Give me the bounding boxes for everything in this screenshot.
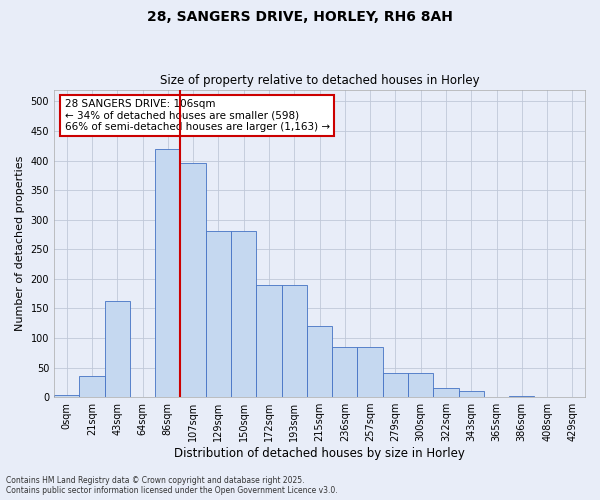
Bar — [509, 396, 535, 397]
Text: Contains HM Land Registry data © Crown copyright and database right 2025.
Contai: Contains HM Land Registry data © Crown c… — [6, 476, 338, 495]
Bar — [104, 300, 130, 397]
Title: Size of property relative to detached houses in Horley: Size of property relative to detached ho… — [160, 74, 479, 87]
Bar — [408, 374, 433, 397]
Bar — [206, 232, 231, 397]
Bar — [155, 148, 181, 397]
Y-axis label: Number of detached properties: Number of detached properties — [15, 156, 25, 331]
Text: 28 SANGERS DRIVE: 106sqm
← 34% of detached houses are smaller (598)
66% of semi-: 28 SANGERS DRIVE: 106sqm ← 34% of detach… — [65, 99, 330, 132]
Bar — [231, 232, 256, 397]
Bar — [307, 326, 332, 397]
Text: 28, SANGERS DRIVE, HORLEY, RH6 8AH: 28, SANGERS DRIVE, HORLEY, RH6 8AH — [147, 10, 453, 24]
Bar — [458, 391, 484, 397]
Bar — [358, 347, 383, 397]
Bar — [332, 347, 358, 397]
Bar — [256, 284, 281, 397]
Bar — [281, 284, 307, 397]
Bar — [54, 396, 79, 397]
X-axis label: Distribution of detached houses by size in Horley: Distribution of detached houses by size … — [174, 447, 465, 460]
Bar — [383, 374, 408, 397]
Bar — [79, 376, 104, 397]
Bar — [181, 164, 206, 397]
Bar — [433, 388, 458, 397]
